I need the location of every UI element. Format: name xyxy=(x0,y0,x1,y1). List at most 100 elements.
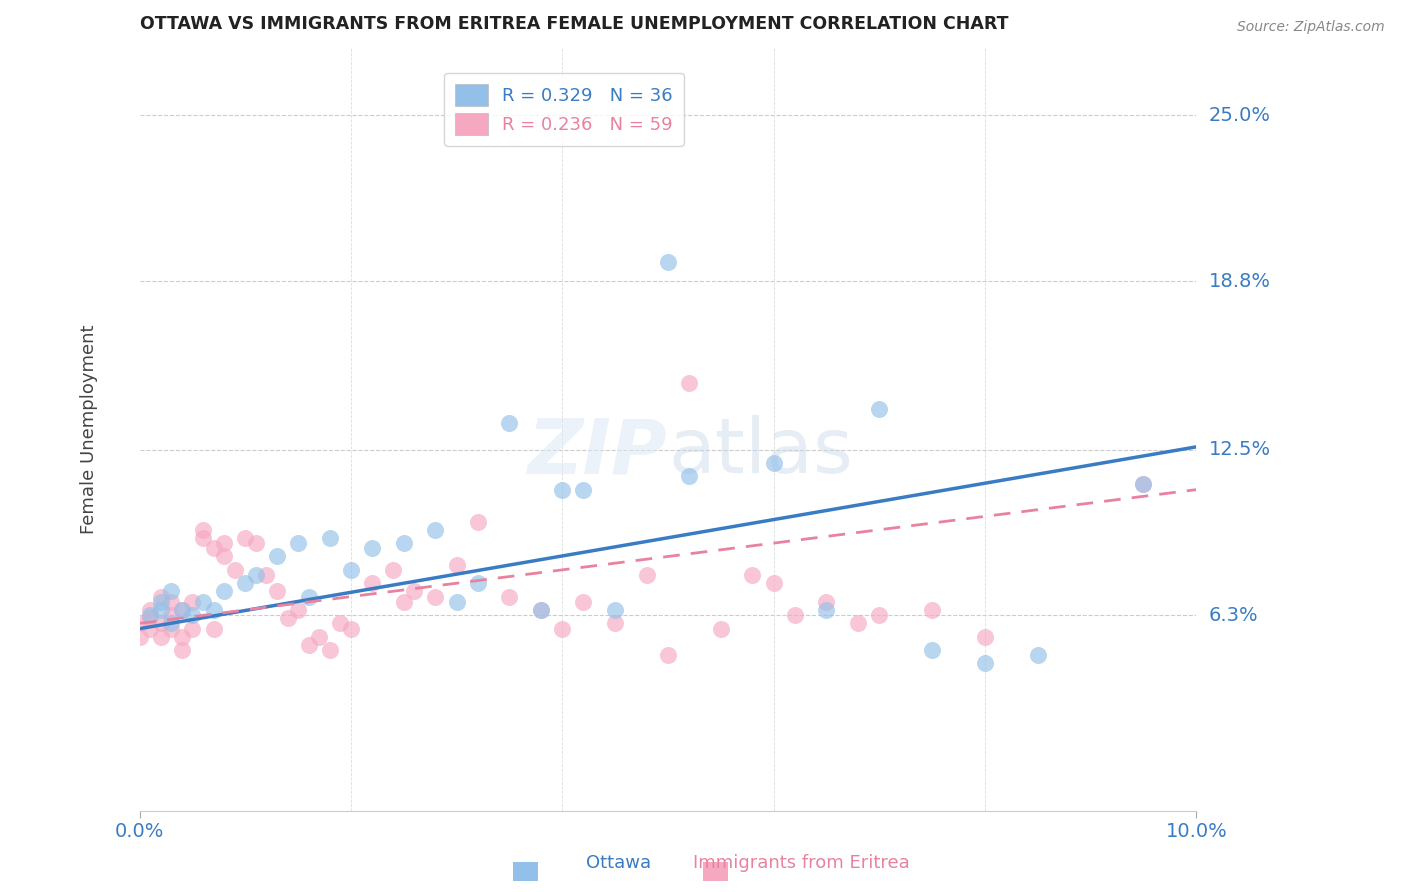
Point xyxy=(467,515,489,529)
Text: 18.8%: 18.8% xyxy=(1209,271,1271,291)
Point xyxy=(710,622,733,636)
Point xyxy=(572,483,595,497)
Point xyxy=(149,603,172,617)
Point xyxy=(181,608,204,623)
Point xyxy=(868,608,890,623)
Point xyxy=(392,536,415,550)
Point xyxy=(361,541,384,556)
Point xyxy=(266,549,288,564)
Text: atlas: atlas xyxy=(668,416,853,490)
Point xyxy=(974,630,997,644)
Point xyxy=(233,531,256,545)
Point xyxy=(329,616,352,631)
Point xyxy=(974,657,997,671)
Point xyxy=(191,523,214,537)
Point xyxy=(298,638,321,652)
Point xyxy=(298,590,321,604)
Text: ZIP: ZIP xyxy=(529,416,668,490)
Point xyxy=(551,622,574,636)
Point xyxy=(245,568,267,582)
Point xyxy=(160,622,183,636)
Point xyxy=(224,563,246,577)
Point xyxy=(446,558,468,572)
Point xyxy=(128,630,150,644)
Text: Immigrants from Eritrea: Immigrants from Eritrea xyxy=(693,855,910,872)
Point xyxy=(678,469,700,483)
Point xyxy=(276,611,298,625)
Point xyxy=(551,483,574,497)
Point xyxy=(233,576,256,591)
Point xyxy=(212,536,235,550)
Point xyxy=(139,611,162,625)
Point xyxy=(149,590,172,604)
Point xyxy=(319,643,342,657)
Point xyxy=(404,584,426,599)
Point xyxy=(741,568,763,582)
Point xyxy=(467,576,489,591)
Point xyxy=(340,563,363,577)
Point xyxy=(160,595,183,609)
Point xyxy=(160,584,183,599)
Point xyxy=(657,648,679,663)
Point xyxy=(921,643,943,657)
Point xyxy=(392,595,415,609)
Legend: R = 0.329   N = 36, R = 0.236   N = 59: R = 0.329 N = 36, R = 0.236 N = 59 xyxy=(444,73,683,145)
Point xyxy=(245,536,267,550)
Point xyxy=(202,603,225,617)
Point xyxy=(425,523,447,537)
Point xyxy=(308,630,330,644)
Point xyxy=(382,563,405,577)
Point xyxy=(170,630,193,644)
Point xyxy=(815,603,838,617)
Point xyxy=(181,595,204,609)
Point xyxy=(212,584,235,599)
Point xyxy=(868,402,890,417)
Text: Ottawa: Ottawa xyxy=(586,855,651,872)
Point xyxy=(287,536,309,550)
Point xyxy=(202,622,225,636)
Point xyxy=(340,622,363,636)
Point xyxy=(846,616,869,631)
Point xyxy=(181,622,204,636)
Point xyxy=(139,608,162,623)
Point xyxy=(128,616,150,631)
Point xyxy=(1132,477,1154,491)
Point xyxy=(446,595,468,609)
Point xyxy=(603,603,626,617)
Point xyxy=(191,595,214,609)
Text: OTTAWA VS IMMIGRANTS FROM ERITREA FEMALE UNEMPLOYMENT CORRELATION CHART: OTTAWA VS IMMIGRANTS FROM ERITREA FEMALE… xyxy=(139,15,1008,33)
Point xyxy=(425,590,447,604)
Point xyxy=(160,608,183,623)
Text: Female Unemployment: Female Unemployment xyxy=(80,325,98,534)
Point xyxy=(498,416,520,430)
Point xyxy=(139,603,162,617)
Point xyxy=(149,616,172,631)
Point xyxy=(572,595,595,609)
Point xyxy=(149,630,172,644)
Point xyxy=(636,568,658,582)
Point xyxy=(783,608,806,623)
Point xyxy=(266,584,288,599)
Point xyxy=(160,616,183,631)
Point xyxy=(530,603,553,617)
Point xyxy=(361,576,384,591)
Point xyxy=(762,456,785,470)
Point xyxy=(212,549,235,564)
Point xyxy=(815,595,838,609)
Point xyxy=(498,590,520,604)
Point xyxy=(139,622,162,636)
Text: 6.3%: 6.3% xyxy=(1209,606,1258,624)
Point xyxy=(678,376,700,390)
Point xyxy=(149,595,172,609)
Text: Source: ZipAtlas.com: Source: ZipAtlas.com xyxy=(1237,20,1385,34)
Point xyxy=(254,568,277,582)
Point xyxy=(1026,648,1049,663)
Point xyxy=(319,531,342,545)
Text: 25.0%: 25.0% xyxy=(1209,106,1271,125)
Point xyxy=(921,603,943,617)
Point xyxy=(762,576,785,591)
Point xyxy=(170,603,193,617)
Point xyxy=(191,531,214,545)
Text: 12.5%: 12.5% xyxy=(1209,440,1271,459)
Point xyxy=(603,616,626,631)
